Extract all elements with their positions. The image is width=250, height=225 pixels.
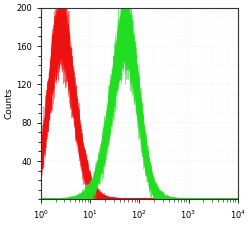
Y-axis label: Counts: Counts bbox=[4, 88, 13, 119]
